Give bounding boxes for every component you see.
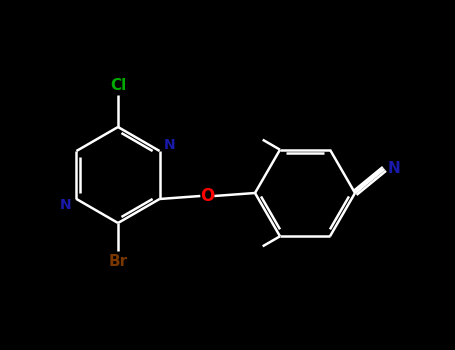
Text: N: N <box>60 198 72 212</box>
Text: N: N <box>164 138 176 152</box>
Text: Br: Br <box>108 254 127 270</box>
Text: Cl: Cl <box>110 78 126 93</box>
Text: O: O <box>200 187 214 205</box>
Text: N: N <box>388 161 401 176</box>
